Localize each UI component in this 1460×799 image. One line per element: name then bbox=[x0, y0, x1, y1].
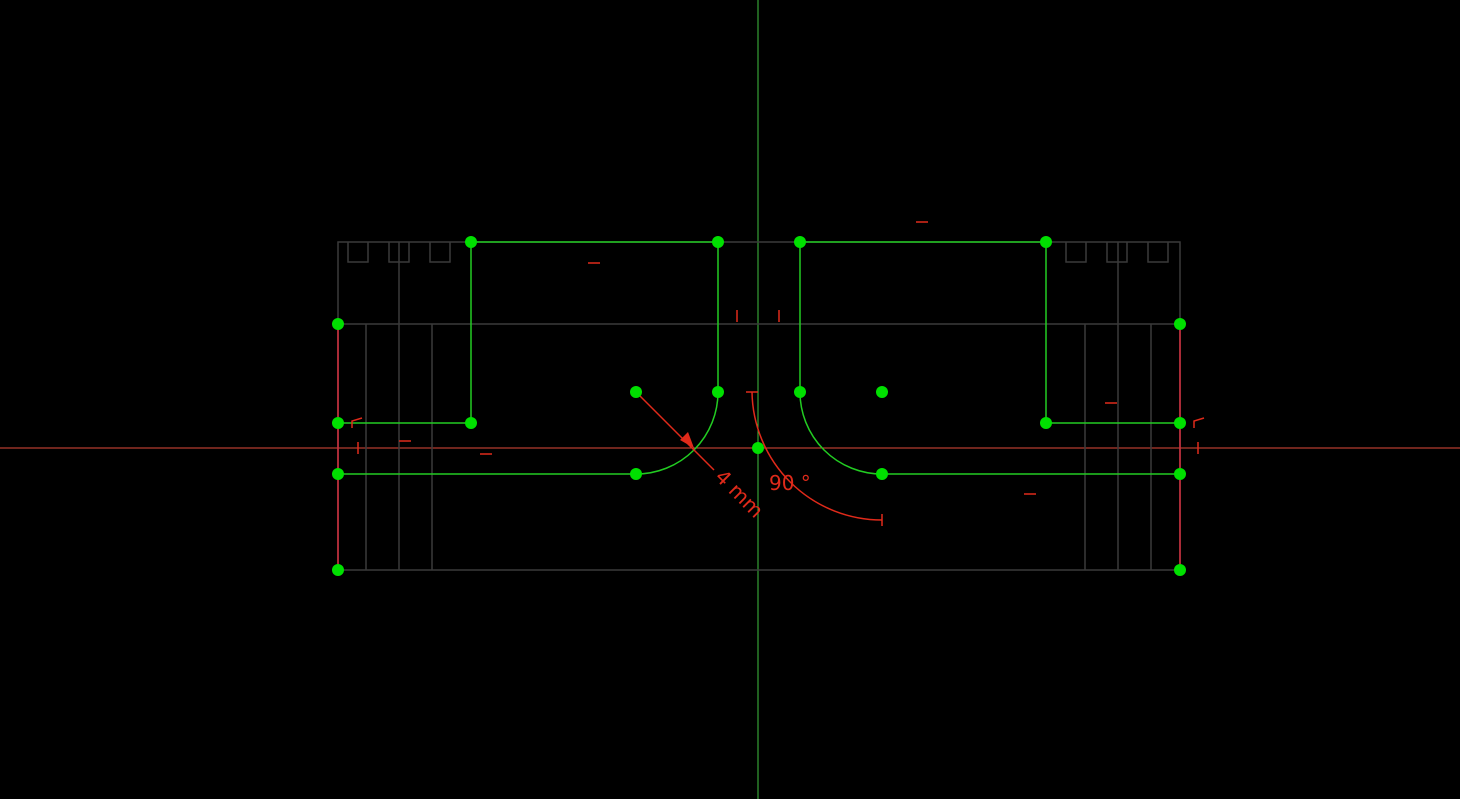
vertex-point-icon bbox=[1174, 318, 1186, 330]
sketch-geometry[interactable] bbox=[338, 241, 1180, 475]
vertex-point-icon bbox=[332, 417, 344, 429]
tangent-constraint-icon bbox=[1193, 417, 1205, 428]
vertex-point-icon bbox=[794, 236, 806, 248]
vertex-point-icon bbox=[1174, 468, 1186, 480]
vertex-point-icon bbox=[465, 236, 477, 248]
vertex-point-icon bbox=[630, 468, 642, 480]
vertex-point-icon bbox=[332, 564, 344, 576]
vertex-point-icon bbox=[712, 236, 724, 248]
vertex-point-icon bbox=[712, 386, 724, 398]
constraint-glyphs[interactable] bbox=[351, 221, 1205, 495]
vertex-points[interactable] bbox=[332, 236, 1186, 576]
radius-dimension[interactable]: 4 mm bbox=[635, 391, 768, 523]
vertex-point-icon bbox=[1174, 417, 1186, 429]
construction-geometry bbox=[337, 241, 1181, 571]
vertex-point-icon bbox=[1040, 236, 1052, 248]
angle-dimension[interactable]: 90 ° bbox=[746, 391, 883, 526]
angle-dimension-label[interactable]: 90 ° bbox=[769, 471, 811, 495]
vertex-point-icon bbox=[1040, 417, 1052, 429]
tangent-constraint-icon bbox=[351, 417, 363, 428]
vertex-point-icon bbox=[630, 386, 642, 398]
vertex-point-icon bbox=[794, 386, 806, 398]
vertex-point-icon bbox=[465, 417, 477, 429]
vertex-point-icon bbox=[332, 468, 344, 480]
vertex-point-icon bbox=[876, 468, 888, 480]
vertex-point-icon bbox=[752, 442, 764, 454]
vertex-point-icon bbox=[332, 318, 344, 330]
vertex-point-icon bbox=[876, 386, 888, 398]
radius-dimension-label[interactable]: 4 mm bbox=[710, 465, 768, 523]
vertex-point-icon bbox=[1174, 564, 1186, 576]
